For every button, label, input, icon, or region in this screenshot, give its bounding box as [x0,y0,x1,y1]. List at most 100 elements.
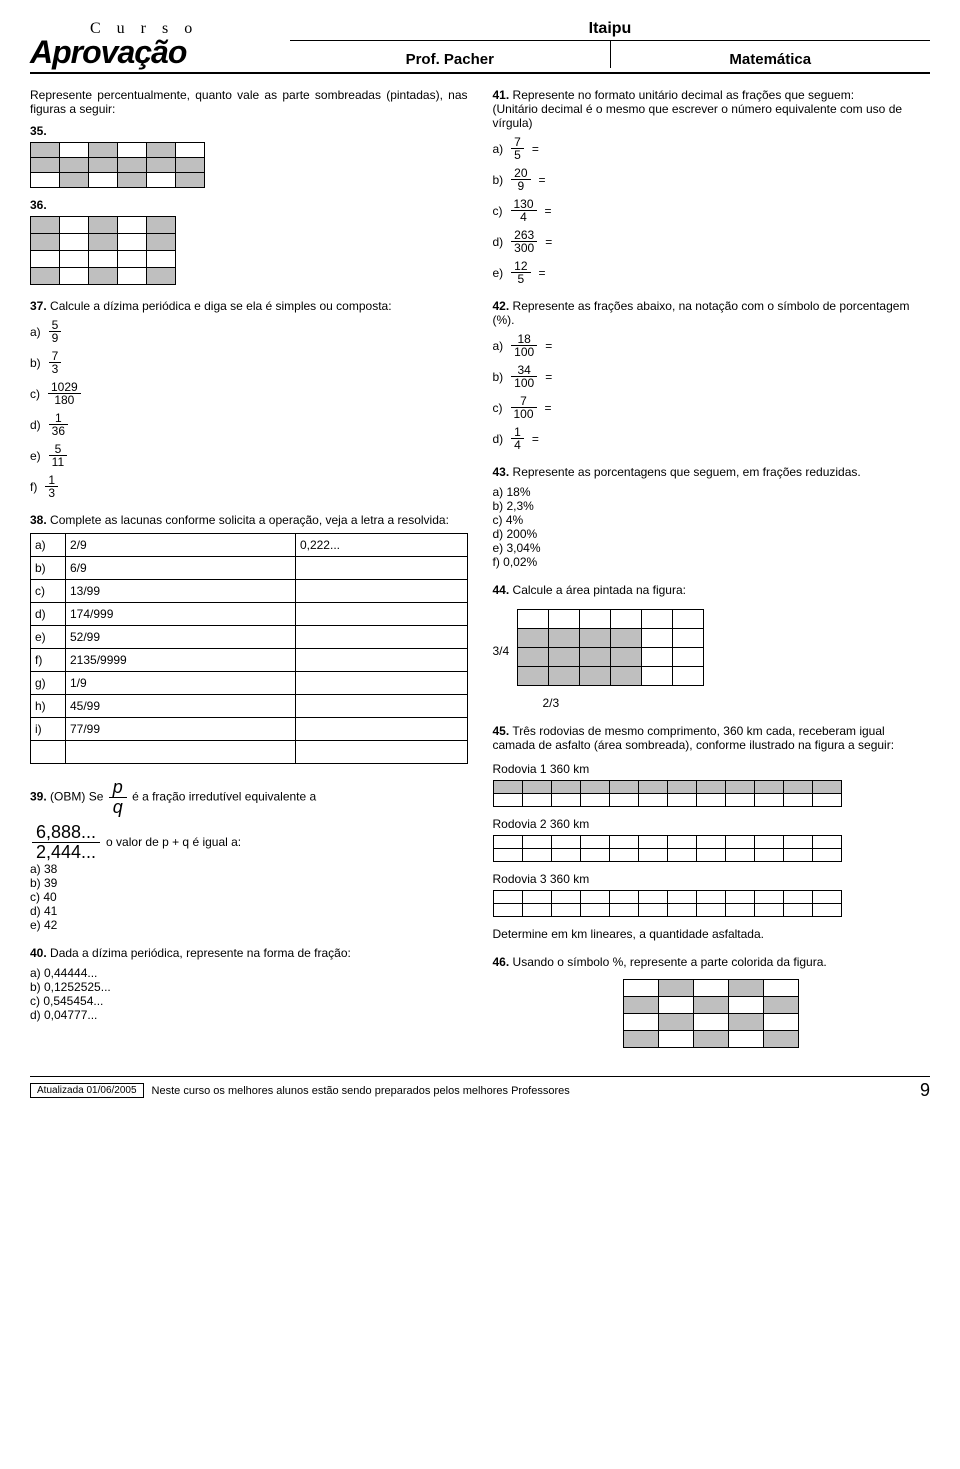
q41-d-d: 300 [511,242,537,254]
q45-r1-label: Rodovia 1 360 km [493,762,931,776]
q45-text: Três rodovias de mesmo comprimento, 360 … [493,724,895,752]
q41-number: 41. [493,88,510,102]
q38-r8-c1: 77/99 [66,718,296,741]
q38-table: a)2/90,222... b)6/9 c)13/99 d)174/999 e)… [30,533,468,764]
q37-f-label: f) [30,480,37,494]
q39-pre: (OBM) Se [50,790,107,804]
q37-d-den: 36 [49,425,68,437]
logo-block: C u r s o Aprovação [30,20,290,68]
q38-r6-c2 [295,672,467,695]
q44-text: Calcule a área pintada na figura: [513,583,686,597]
q40-opt-b: b) 0,1252525... [30,980,468,994]
q38-r7-c1: 45/99 [66,695,296,718]
q38-r1-c0: b) [31,557,66,580]
q38-r1-c2 [295,557,467,580]
q42-d-l: d) [493,432,504,446]
q39-tail: o valor de p + q é igual a: [106,835,241,849]
q38-r1-c1: 6/9 [66,557,296,580]
q37-list: a)59 b)73 c)1029180 d)136 e)511 f)13 [30,319,468,499]
q40-number: 40. [30,946,47,960]
q43-opt-c: c) 4% [493,513,931,527]
q37-e-den: 11 [49,456,67,468]
q37-e-label: e) [30,449,41,463]
footer-text: Neste curso os melhores alunos estão sen… [152,1085,912,1097]
q40-opt-d: d) 0,04777... [30,1008,468,1022]
q42-number: 42. [493,299,510,313]
q38-r0-c2: 0,222... [295,534,467,557]
q36-number: 36. [30,198,468,212]
q37-b-den: 3 [49,363,62,375]
q38-r2-c2 [295,580,467,603]
q38-r9-c0 [31,741,66,764]
eq-sign: = [539,173,546,187]
q38-r6-c0: g) [31,672,66,695]
q40-text: Dada a dízima periódica, represente na f… [50,946,351,960]
header-prof: Prof. Pacher [290,41,611,68]
q38-r2-c1: 13/99 [66,580,296,603]
q37-b-label: b) [30,356,41,370]
eq-sign: = [532,432,539,446]
q35-grid [30,142,205,188]
page-header: C u r s o Aprovação Itaipu Prof. Pacher … [30,20,930,74]
q41-text: Represente no formato unitário decimal a… [513,88,855,102]
q39-opt-e: e) 42 [30,918,468,932]
q41-e-l: e) [493,266,504,280]
q45-r2-label: Rodovia 2 360 km [493,817,931,831]
q41-d-l: d) [493,235,504,249]
q42-d-d: 4 [511,439,524,451]
q46-text: Usando o símbolo %, represente a parte c… [513,955,827,969]
q42-a-l: a) [493,339,504,353]
q44-number: 44. [493,583,510,597]
q45-r3-label: Rodovia 3 360 km [493,872,931,886]
q42-b-l: b) [493,370,504,384]
q38-r7-c0: h) [31,695,66,718]
q43-opt-e: e) 3,04% [493,541,931,555]
q44-side: 3/4 [493,644,510,658]
q41-a-d: 5 [511,149,524,161]
q39-big-den: 2,444... [32,843,100,862]
q45-number: 45. [493,724,510,738]
logo-aprovacao: Aprovação [30,38,290,67]
q43-opt-d: d) 200% [493,527,931,541]
q39-block: 39. (OBM) Se pq é a fração irredutível e… [30,778,468,817]
q38-r8-c0: i) [31,718,66,741]
q38-r4-c1: 52/99 [66,626,296,649]
eq-sign: = [545,235,552,249]
q40-opt-c: c) 0,545454... [30,994,468,1008]
q41-a-l: a) [493,142,504,156]
eq-sign: = [539,266,546,280]
q39-number: 39. [30,790,47,804]
right-column: 41. Represente no formato unitário decim… [493,88,931,1058]
q38-r6-c1: 1/9 [66,672,296,695]
q45-det: Determine em km lineares, a quantidade a… [493,927,931,941]
q38-r0-c0: a) [31,534,66,557]
eq-sign: = [532,142,539,156]
q39-frac-num: p [113,777,123,797]
q46-number: 46. [493,955,510,969]
q38-r4-c2 [295,626,467,649]
q39-frac-den: q [113,797,123,817]
q41-c-d: 4 [511,211,537,223]
q39-opt-b: b) 39 [30,876,468,890]
q41-b-l: b) [493,173,504,187]
q38-r5-c0: f) [31,649,66,672]
eq-sign: = [545,370,552,384]
page-footer: Atualizada 01/06/2005 Neste curso os mel… [30,1076,930,1101]
q38-r5-c2 [295,649,467,672]
q41-b-d: 9 [511,180,530,192]
eq-sign: = [545,204,552,218]
q44-bottom: 2/3 [543,696,931,710]
q42-c-l: c) [493,401,503,415]
q38-number: 38. [30,513,47,527]
q45-r3-grid [493,890,842,917]
q39-opt-a: a) 38 [30,862,468,876]
q39-opt-c: c) 40 [30,890,468,904]
q41-c-l: c) [493,204,503,218]
header-itaipu: Itaipu [290,20,930,41]
q39-opt-d: d) 41 [30,904,468,918]
q40-opt-a: a) 0,44444... [30,966,468,980]
q38-text: Complete as lacunas conforme solicita a … [50,513,449,527]
footer-date: Atualizada 01/06/2005 [30,1083,144,1098]
q42-c-d: 100 [511,408,537,420]
header-subject: Matemática [611,41,931,68]
